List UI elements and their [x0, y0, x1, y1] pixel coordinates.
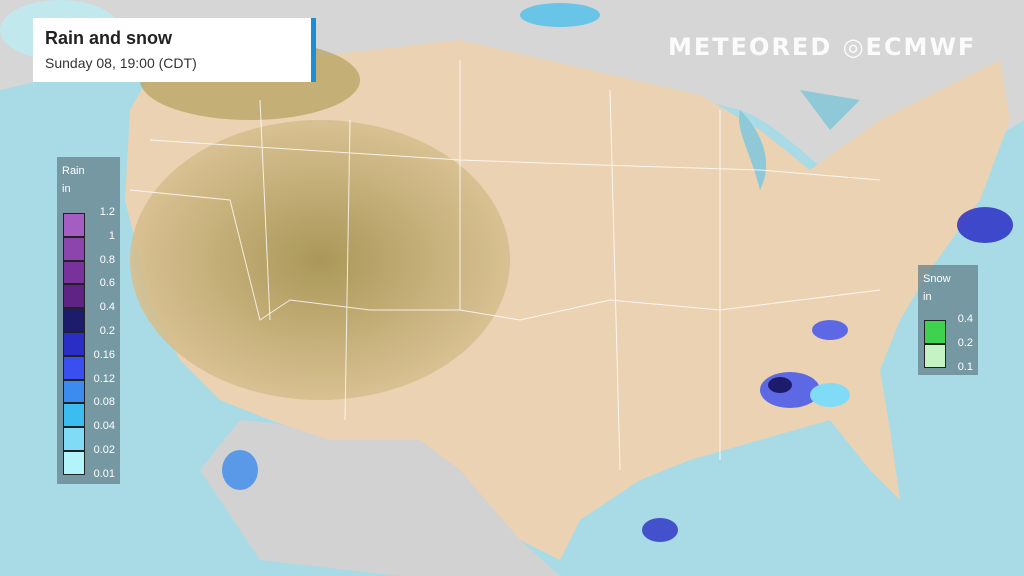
- rain_legend-label: 1: [108, 229, 115, 242]
- great-lakes: [739, 90, 860, 190]
- rain_legend-label: 0.01: [93, 467, 115, 480]
- snow-legend-unit: in: [923, 291, 932, 303]
- state-borders: [129, 60, 881, 471]
- rocky-mountains-terrain: [130, 120, 510, 400]
- ecmwf-logo: ECMWF: [865, 33, 977, 61]
- snow_legend-label: 0.1: [957, 361, 973, 373]
- rain_legend-swatch: [63, 355, 85, 380]
- rain_legend-swatch: [63, 260, 85, 285]
- rain_legend-swatch: [63, 379, 85, 404]
- rain_legend-swatch: [63, 427, 85, 451]
- title-panel: Rain and snow Sunday 08, 19:00 (CDT): [33, 18, 311, 82]
- snow_legend-swatch: [924, 344, 946, 368]
- meteored-logo: METEORED: [668, 33, 833, 61]
- rain_legend-swatch: [63, 451, 85, 475]
- snow_legend-swatch: [924, 320, 946, 344]
- rain_legend-swatch: [63, 284, 85, 309]
- rain_legend-swatch: [63, 213, 85, 237]
- rain_legend-swatch: [63, 403, 85, 428]
- rain_legend-label: 0.8: [99, 253, 115, 266]
- rain_legend-label: 0.2: [99, 325, 115, 337]
- brand-logos: METEORED ◎ECMWF: [668, 33, 977, 61]
- map-timestamp: Sunday 08, 19:00 (CDT): [45, 55, 197, 71]
- rain_legend-label: 0.04: [93, 420, 115, 433]
- mexico-region: [200, 420, 560, 576]
- rain_legend-label: 0.16: [93, 348, 115, 361]
- snow-legend-title: Snow: [923, 273, 951, 285]
- rain_legend-label: 0.6: [99, 277, 115, 290]
- rain_legend-label: 0.02: [93, 444, 115, 456]
- rain-legend-unit: in: [62, 183, 71, 195]
- map-title: Rain and snow: [45, 28, 173, 48]
- rain_legend-swatch: [63, 308, 85, 332]
- title-accent-bar: [311, 18, 316, 82]
- snow-legend: Snow in 0.4 0.2 0.1: [918, 265, 978, 375]
- rain-legend: Rain in 1.2 1 0.8 0.6 0.4 0.2 0.16 0.12 0.08 0.04 0…: [57, 157, 120, 484]
- rain_legend-label: 0.12: [93, 372, 115, 385]
- rain_legend-label: 0.4: [99, 301, 115, 314]
- rain_legend-label: 0.08: [93, 396, 115, 409]
- rain_legend-label: 1.2: [99, 206, 115, 218]
- rain-legend-title: Rain: [62, 165, 85, 177]
- rain_legend-swatch: [63, 236, 85, 261]
- snow_legend-label: 0.4: [957, 313, 973, 325]
- rain_legend-swatch: [63, 332, 85, 356]
- snow_legend-label: 0.2: [957, 337, 973, 349]
